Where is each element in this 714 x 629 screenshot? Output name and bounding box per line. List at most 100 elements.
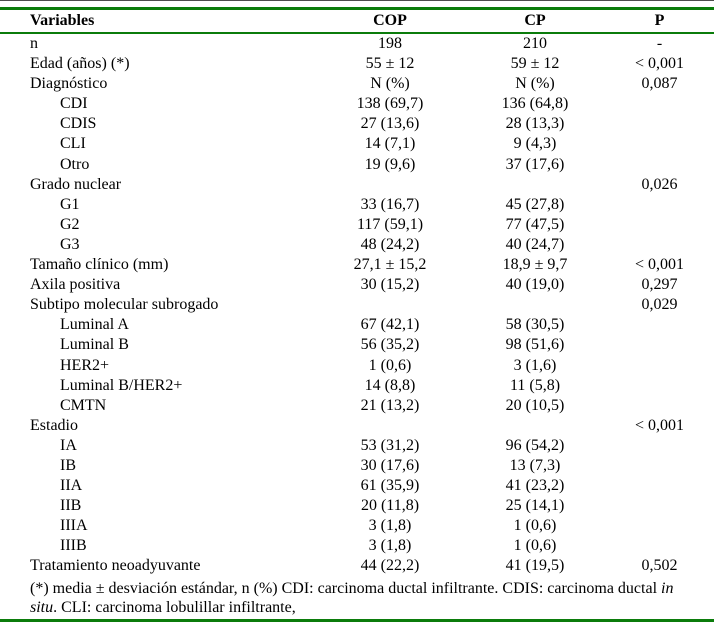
row-label: G3 xyxy=(60,235,80,253)
row-label: Subtipo molecular subrogado xyxy=(30,296,219,314)
header-row: Variables COP CP P xyxy=(0,10,714,34)
cell-p: 0,087 xyxy=(641,75,678,93)
table-row: Subtipo molecular subrogado 0,029 xyxy=(0,295,714,315)
cell-cop: 33 (16,7) xyxy=(360,195,420,213)
table-row: IIIB 3 (1,8) 1 (0,6) xyxy=(0,536,714,556)
footnote-text-end: . CLI: carcinoma lobulillar infiltrante, xyxy=(53,599,296,617)
table-row: Edad (años) (*) 55 ± 12 59 ± 12 < 0,001 xyxy=(0,54,714,74)
cell-p: 0,297 xyxy=(641,276,678,294)
cell-cp: 11 (5,8) xyxy=(509,376,561,394)
cell-p xyxy=(605,476,714,496)
cell-cop: 1 (0,6) xyxy=(368,356,412,374)
cell-p xyxy=(605,215,714,235)
row-label: Tratamiento neoadyuvante xyxy=(30,557,201,575)
row-label: Diagnóstico xyxy=(30,75,108,93)
cell-cp: 3 (1,6) xyxy=(513,356,557,374)
header-cop: COP xyxy=(315,10,465,34)
cell-p: < 0,001 xyxy=(634,256,685,274)
cell-cp: 20 (10,5) xyxy=(505,396,565,414)
table-row: Diagnóstico N (%) N (%) 0,087 xyxy=(0,74,714,94)
row-label: Grado nuclear xyxy=(30,175,122,193)
footnote-italic-term: in situ xyxy=(30,579,674,617)
row-label: IIIB xyxy=(60,537,87,555)
row-label: Axila positiva xyxy=(30,276,121,294)
cell-cop xyxy=(315,175,465,195)
cell-cop: N (%) xyxy=(370,75,410,93)
cell-p xyxy=(605,376,714,396)
cell-cp: 136 (64,8) xyxy=(501,95,569,113)
cell-cop: 56 (35,2) xyxy=(360,336,420,354)
table-row: Tratamiento neoadyuvante 44 (22,2) 41 (19,… xyxy=(0,556,714,576)
table-row: CMTN 21 (13,2) 20 (10,5) xyxy=(0,396,714,416)
cell-cop: 67 (42,1) xyxy=(360,316,420,334)
cell-cop: 138 (69,7) xyxy=(356,95,424,113)
row-label: IA xyxy=(60,436,77,454)
table-row: G2 117 (59,1) 77 (47,5) xyxy=(0,215,714,235)
cell-p xyxy=(605,134,714,154)
top-rule xyxy=(0,7,714,10)
table-footnote: (*) media ± desviación estándar, n (%) C… xyxy=(0,579,714,618)
cell-p: < 0,001 xyxy=(634,55,685,73)
table-row: IB 30 (17,6) 13 (7,3) xyxy=(0,456,714,476)
table-row: G1 33 (16,7) 45 (27,8) xyxy=(0,195,714,215)
row-label: IB xyxy=(60,456,76,474)
cell-cop: 14 (8,8) xyxy=(364,376,416,394)
bottom-rule xyxy=(0,618,714,622)
table-row: CLI 14 (7,1) 9 (4,3) xyxy=(0,134,714,154)
cell-p: - xyxy=(656,35,663,52)
cell-cp: 25 (14,1) xyxy=(505,497,565,515)
cell-cp xyxy=(465,175,605,195)
row-label: G1 xyxy=(60,195,80,213)
cell-cp: 1 (0,6) xyxy=(513,517,557,535)
row-label: Luminal B xyxy=(60,336,129,354)
header-cp: CP xyxy=(465,10,605,34)
row-label: CLI xyxy=(60,135,86,153)
cell-p xyxy=(605,356,714,376)
cell-p xyxy=(605,335,714,355)
cell-cp: 41 (23,2) xyxy=(505,477,565,495)
table-row: CDIS 27 (13,6) 28 (13,3) xyxy=(0,114,714,134)
table-row: IIB 20 (11,8) 25 (14,1) xyxy=(0,496,714,516)
cell-cop: 20 (11,8) xyxy=(360,497,420,515)
cell-p xyxy=(605,114,714,134)
cell-cop: 61 (35,9) xyxy=(360,477,420,495)
cell-cop: 3 (1,8) xyxy=(368,537,412,555)
cell-p xyxy=(605,315,714,335)
header-p: P xyxy=(605,10,714,34)
cell-p xyxy=(605,155,714,175)
cell-cop: 30 (15,2) xyxy=(360,276,420,294)
table-row: Grado nuclear 0,026 xyxy=(0,175,714,195)
cell-cp: 28 (13,3) xyxy=(505,115,565,133)
row-label: Estadio xyxy=(30,416,78,434)
cell-p: < 0,001 xyxy=(634,416,685,434)
cell-p: 0,026 xyxy=(641,175,678,193)
cell-cop: 19 (9,6) xyxy=(364,155,416,173)
comparison-table: Variables COP CP P n 198 210 - Edad (años) (… xyxy=(0,10,714,577)
cell-cop xyxy=(315,416,465,436)
row-label: n xyxy=(30,35,38,52)
cell-cp: 37 (17,6) xyxy=(505,155,565,173)
row-label: CMTN xyxy=(60,396,107,414)
header-variables: Variables xyxy=(0,10,315,34)
table-row: Otro 19 (9,6) 37 (17,6) xyxy=(0,155,714,175)
table-row: HER2+ 1 (0,6) 3 (1,6) xyxy=(0,356,714,376)
table-row: Luminal A 67 (42,1) 58 (30,5) xyxy=(0,315,714,335)
cell-cp: 13 (7,3) xyxy=(509,456,561,474)
cell-cp: 45 (27,8) xyxy=(505,195,565,213)
cell-p xyxy=(605,94,714,114)
cell-p xyxy=(605,456,714,476)
cell-cop: 3 (1,8) xyxy=(368,517,412,535)
cell-p xyxy=(605,396,714,416)
cell-p xyxy=(605,516,714,536)
table-row: CDI 138 (69,7) 136 (64,8) xyxy=(0,94,714,114)
table-row: Luminal B 56 (35,2) 98 (51,6) xyxy=(0,335,714,355)
cell-cp: 210 xyxy=(523,35,547,52)
cell-cp: 98 (51,6) xyxy=(505,336,565,354)
cell-cop: 55 ± 12 xyxy=(365,55,415,73)
footnote-text-start: (*) media ± desviación estándar, n (%) C… xyxy=(30,579,662,597)
cell-p xyxy=(605,195,714,215)
table-row: IA 53 (31,2) 96 (54,2) xyxy=(0,436,714,456)
cell-cop: 198 xyxy=(378,35,402,52)
table-body: n 198 210 - Edad (años) (*) 55 ± 12 59 ± 12 < 0… xyxy=(0,33,714,577)
